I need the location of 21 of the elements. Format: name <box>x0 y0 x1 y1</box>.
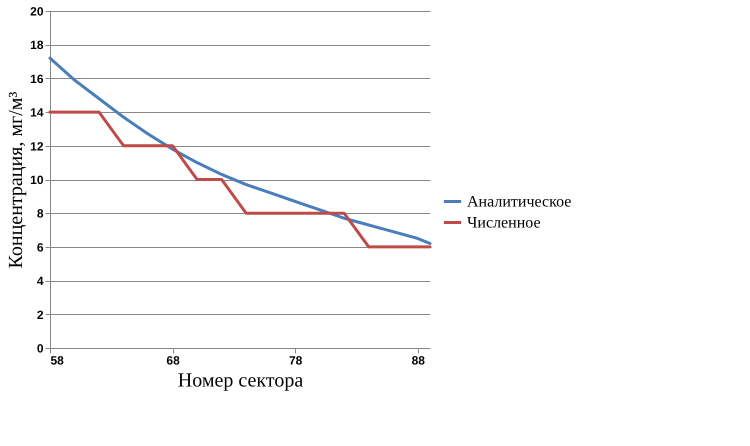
x-tick-label: 88 <box>412 354 426 368</box>
line-series <box>48 110 432 248</box>
y-tick-label: 4 <box>36 274 44 288</box>
y-tick-label: 16 <box>30 72 44 86</box>
y-tick-label: 8 <box>36 206 44 221</box>
x-tick-label: 58 <box>50 354 64 368</box>
legend-label: Аналитическое <box>467 194 572 210</box>
y-tick-label: 14 <box>30 106 44 120</box>
y-tick-label: 6 <box>36 240 44 254</box>
x-tick-label: 78 <box>288 354 303 368</box>
x-axis-title: Номер сектора <box>178 370 304 392</box>
x-tick-label: 68 <box>166 354 180 368</box>
y-tick-label: 18 <box>30 38 44 52</box>
legend-label: Численное <box>467 214 541 232</box>
y-tick-label: 12 <box>30 139 44 154</box>
y-tick-label: 20 <box>30 4 44 18</box>
y-tick-label: 0 <box>36 342 44 356</box>
line-series <box>48 56 432 246</box>
y-tick-label: 10 <box>30 173 44 187</box>
y-tick-label: 2 <box>36 308 44 322</box>
y-axis-title: Концентрация, мг/м³ <box>5 92 28 268</box>
